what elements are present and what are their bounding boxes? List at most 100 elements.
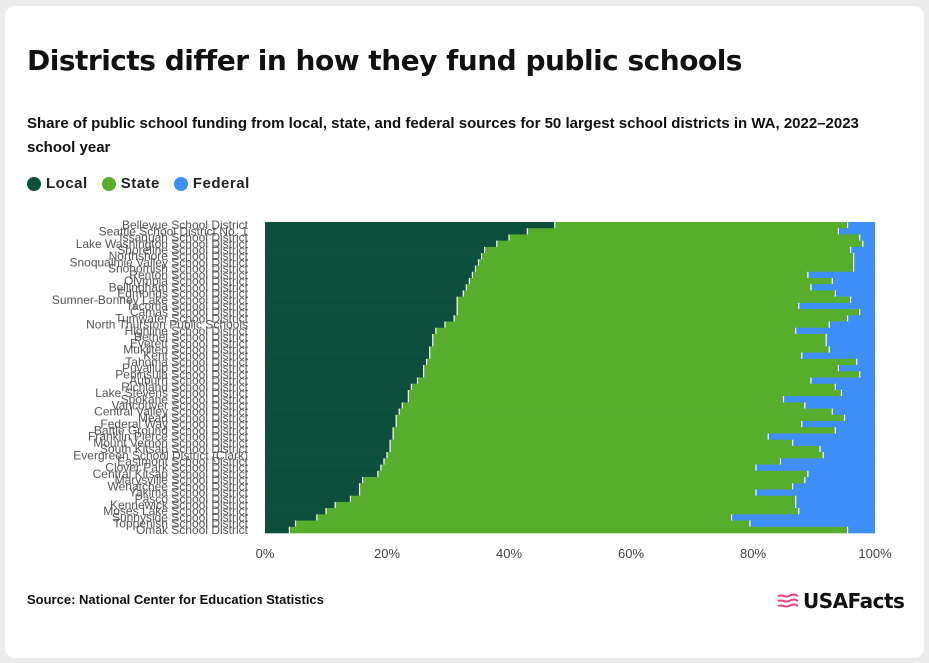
category-label: Tacoma School District — [126, 299, 249, 313]
flag-icon — [777, 593, 799, 608]
bar-local-35 — [265, 439, 391, 447]
category-label: Wenatchee School District — [107, 479, 248, 493]
bar-local-26 — [265, 383, 412, 391]
bar-state-44 — [350, 495, 796, 503]
bar-federal-24 — [859, 371, 875, 378]
bar-state-3 — [496, 240, 863, 248]
bar-local-38 — [265, 458, 384, 465]
bar-local-42 — [265, 483, 360, 490]
bar-federal-19 — [826, 340, 875, 347]
category-label: Marysville School District — [115, 473, 249, 487]
bar-state-28 — [408, 396, 784, 403]
x-tick-label: 20% — [374, 546, 400, 561]
x-tick-label: 40% — [496, 546, 522, 561]
category-label: Highline School District — [125, 324, 249, 338]
bar-local-15 — [265, 315, 455, 322]
bar-federal-44 — [795, 495, 875, 503]
bar-local-6 — [265, 259, 479, 266]
legend-item-local: Local — [27, 175, 88, 192]
category-label: Battle Ground School District — [94, 423, 249, 437]
bar-federal-25 — [810, 377, 875, 385]
bar-state-7 — [475, 265, 854, 273]
category-label: Pasco School District — [135, 492, 249, 506]
category-label: Yakima School District — [129, 486, 249, 500]
bar-federal-23 — [838, 365, 875, 372]
bar-state-49 — [289, 526, 848, 534]
bar-federal-0 — [847, 222, 875, 229]
bar-local-20 — [265, 346, 430, 353]
x-tick-label: 100% — [858, 546, 892, 561]
bar-state-16 — [444, 321, 830, 329]
x-tick-label: 0% — [256, 546, 275, 561]
bar-state-25 — [417, 377, 811, 385]
category-label: Vancouver School District — [112, 398, 249, 412]
category-label: Federal Way School District — [100, 417, 248, 431]
category-label: Bethel School District — [134, 330, 249, 344]
bar-state-47 — [316, 514, 732, 521]
bar-state-10 — [466, 284, 811, 291]
bar-federal-34 — [768, 433, 875, 440]
bar-state-35 — [390, 439, 793, 447]
bar-federal-22 — [856, 358, 875, 366]
bar-local-13 — [265, 302, 458, 310]
bar-local-2 — [265, 234, 509, 241]
category-label: Toppenish School District — [113, 517, 248, 531]
bar-federal-13 — [798, 302, 875, 310]
category-label: Kennewick School District — [110, 498, 249, 512]
bar-federal-26 — [835, 383, 875, 391]
legend-label-local: Local — [46, 175, 88, 192]
bar-state-24 — [423, 371, 860, 378]
category-label: Auburn School District — [129, 374, 248, 388]
legend-item-federal: Federal — [173, 175, 250, 192]
bar-state-38 — [383, 458, 781, 465]
category-label: Sumner-Bonney Lake School District — [52, 293, 249, 307]
bar-local-46 — [265, 508, 326, 515]
bar-state-40 — [377, 470, 808, 478]
bar-federal-41 — [804, 477, 875, 484]
bar-local-18 — [265, 333, 433, 341]
bar-state-32 — [396, 421, 802, 428]
bar-local-33 — [265, 427, 394, 434]
category-label: Central Valley School District — [94, 405, 248, 419]
category-label: North Thurston Public Schools — [86, 318, 248, 332]
category-label: Lake Washington School District — [76, 237, 249, 251]
category-label: Edmonds School District — [117, 287, 248, 301]
category-label: Eastmont School District — [117, 454, 248, 468]
bar-local-24 — [265, 371, 424, 378]
bar-state-11 — [463, 290, 836, 297]
category-label: Sunnyside School District — [112, 510, 249, 524]
legend-swatch-state — [101, 176, 116, 191]
bar-local-41 — [265, 477, 363, 484]
source-note: Source: National Center for Education St… — [27, 592, 324, 607]
bar-local-22 — [265, 358, 427, 366]
category-label: Richland School District — [121, 380, 248, 394]
bar-federal-9 — [832, 277, 875, 285]
bar-federal-16 — [829, 321, 875, 329]
bar-local-19 — [265, 340, 433, 347]
bar-federal-3 — [862, 240, 875, 248]
category-label: Shoreline School District — [117, 243, 248, 257]
bar-local-14 — [265, 309, 458, 316]
bar-federal-1 — [838, 228, 875, 235]
bar-state-14 — [457, 309, 860, 316]
bar-state-39 — [380, 464, 757, 472]
category-label: Mead School District — [138, 411, 249, 425]
bar-federal-42 — [792, 483, 875, 490]
bar-federal-40 — [807, 470, 875, 478]
bar-local-37 — [265, 452, 387, 459]
legend-label-state: State — [120, 175, 160, 192]
category-label: Spokane School District — [121, 392, 249, 406]
category-label: Tumwater School District — [115, 311, 249, 325]
bar-local-29 — [265, 402, 403, 409]
bar-state-20 — [429, 346, 830, 353]
category-label: Seattle School District No. 1 — [99, 224, 249, 238]
bar-local-49 — [265, 526, 290, 534]
bar-local-25 — [265, 377, 418, 385]
bar-local-34 — [265, 433, 394, 440]
bar-federal-15 — [847, 315, 875, 322]
category-label: Issaquah School District — [119, 231, 248, 245]
bar-state-26 — [411, 383, 836, 391]
category-label: Snohomish School District — [108, 262, 249, 276]
bar-state-18 — [432, 333, 827, 341]
